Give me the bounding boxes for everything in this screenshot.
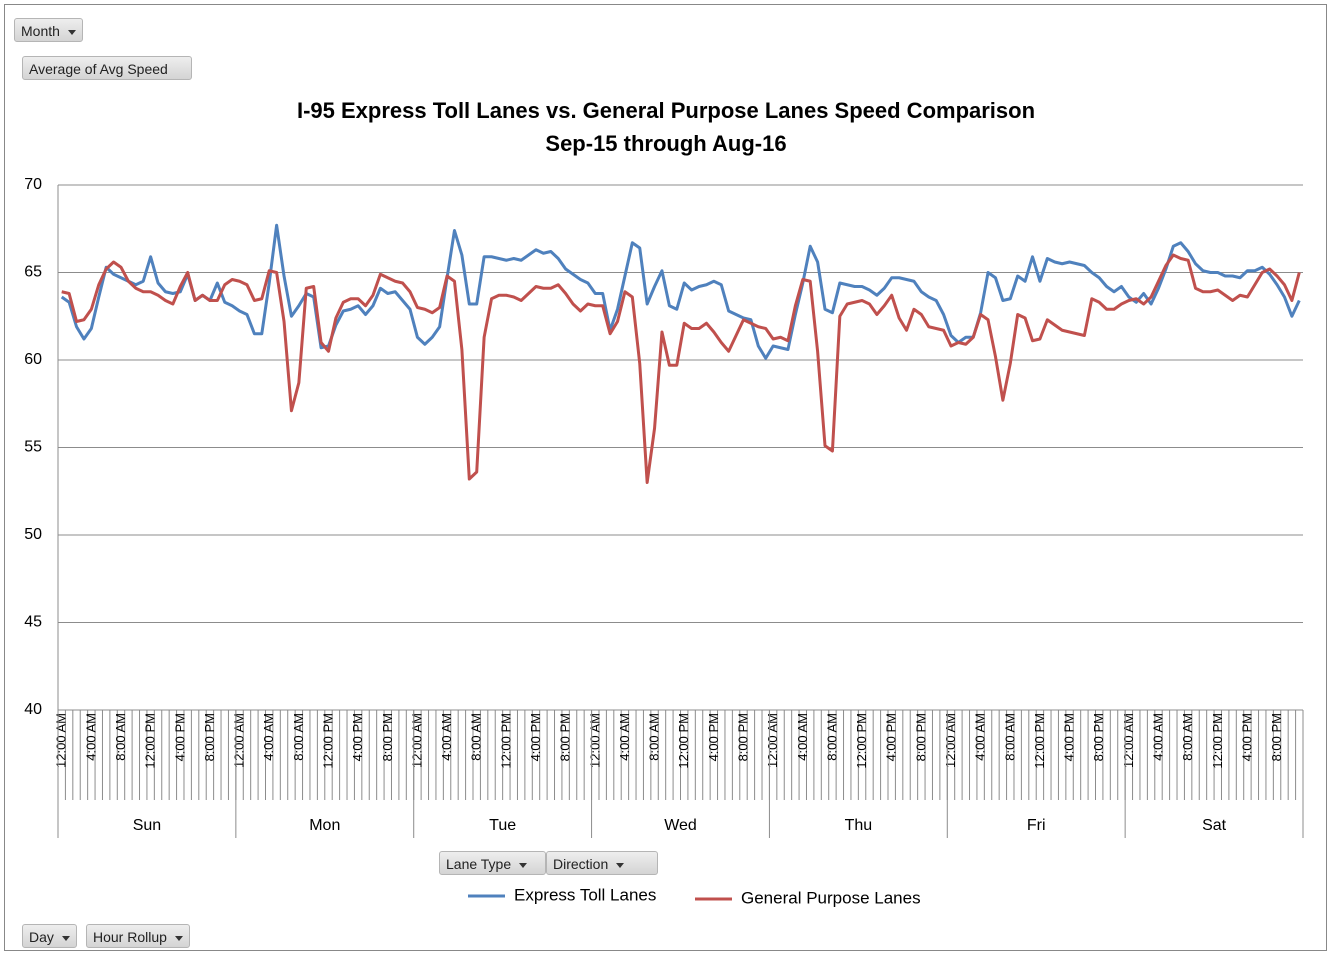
- x-tick-label: 4:00 AM: [973, 713, 988, 761]
- x-tick-label: 8:00 PM: [735, 713, 750, 761]
- x-tick-label: 8:00 AM: [113, 713, 128, 761]
- chart-title: I-95 Express Toll Lanes vs. General Purp…: [297, 98, 1035, 123]
- x-tick-label: 12:00 AM: [232, 713, 247, 768]
- chart-border: [4, 4, 1327, 951]
- legend-label: General Purpose Lanes: [741, 888, 921, 907]
- group-label: Mon: [309, 817, 340, 834]
- group-label: Thu: [845, 817, 873, 834]
- x-tick-label: 12:00 AM: [54, 713, 69, 768]
- x-tick-label: 12:00 PM: [498, 713, 513, 769]
- x-tick-label: 4:00 PM: [350, 713, 365, 761]
- axis-field-button[interactable]: Day: [22, 924, 77, 948]
- button-label: Average of Avg Speed: [29, 61, 168, 77]
- x-tick-label: 12:00 AM: [943, 713, 958, 768]
- group-label: Fri: [1027, 817, 1046, 834]
- x-tick-label: 4:00 AM: [439, 713, 454, 761]
- x-tick-label: 4:00 AM: [1150, 713, 1165, 761]
- x-tick-label: 4:00 AM: [795, 713, 810, 761]
- y-tick-label: 65: [24, 264, 42, 281]
- x-tick-label: 12:00 AM: [765, 713, 780, 768]
- x-tick-label: 8:00 AM: [291, 713, 306, 761]
- x-tick-label: 8:00 AM: [1180, 713, 1195, 761]
- x-tick-label: 4:00 PM: [1239, 713, 1254, 761]
- button-label: Hour Rollup: [93, 929, 167, 945]
- x-tick-label: 8:00 PM: [202, 713, 217, 761]
- x-tick-label: 12:00 AM: [587, 713, 602, 768]
- button-label: Day: [29, 929, 54, 945]
- x-tick-label: 8:00 PM: [1269, 713, 1284, 761]
- x-tick-label: 12:00 PM: [1032, 713, 1047, 769]
- legend-field-button[interactable]: Lane Type: [439, 851, 546, 875]
- x-tick-label: 12:00 PM: [143, 713, 158, 769]
- x-tick-label: 8:00 PM: [380, 713, 395, 761]
- x-tick-label: 12:00 AM: [409, 713, 424, 768]
- button-label: Month: [21, 23, 60, 39]
- x-tick-label: 4:00 PM: [528, 713, 543, 761]
- button-label: Direction: [553, 856, 609, 872]
- x-tick-label: 8:00 AM: [469, 713, 484, 761]
- axis-field-button[interactable]: Hour Rollup: [86, 924, 190, 948]
- x-tick-label: 8:00 AM: [1002, 713, 1017, 761]
- x-tick-label: 12:00 PM: [854, 713, 869, 769]
- x-tick-label: 8:00 AM: [824, 713, 839, 761]
- y-tick-label: 40: [24, 701, 42, 718]
- y-tick-label: 45: [24, 614, 42, 631]
- y-tick-label: 55: [24, 439, 42, 456]
- x-tick-label: 4:00 AM: [83, 713, 98, 761]
- x-tick-label: 4:00 PM: [1062, 713, 1077, 761]
- y-tick-label: 60: [24, 351, 42, 368]
- x-tick-label: 8:00 PM: [558, 713, 573, 761]
- x-tick-label: 12:00 PM: [320, 713, 335, 769]
- x-tick-label: 12:00 PM: [676, 713, 691, 769]
- x-tick-label: 12:00 PM: [1210, 713, 1225, 769]
- series-line: [61, 253, 1301, 484]
- group-label: Wed: [664, 817, 697, 834]
- legend-label: Express Toll Lanes: [514, 885, 656, 904]
- legend-field-button[interactable]: Direction: [546, 851, 658, 875]
- y-tick-label: 70: [24, 176, 42, 193]
- x-tick-label: 4:00 PM: [706, 713, 721, 761]
- button-label: Lane Type: [446, 856, 512, 872]
- group-label: Sat: [1202, 817, 1227, 834]
- x-tick-label: 4:00 AM: [261, 713, 276, 761]
- x-tick-label: 4:00 PM: [172, 713, 187, 761]
- x-tick-label: 4:00 PM: [884, 713, 899, 761]
- x-tick-label: 8:00 AM: [647, 713, 662, 761]
- x-tick-label: 8:00 PM: [913, 713, 928, 761]
- y-tick-label: 50: [24, 526, 42, 543]
- series-line: [60, 223, 1301, 360]
- chart-subtitle: Sep-15 through Aug-16: [545, 131, 786, 156]
- report-filter-button[interactable]: Month: [14, 18, 83, 42]
- x-tick-label: 12:00 AM: [1121, 713, 1136, 768]
- x-tick-label: 4:00 AM: [617, 713, 632, 761]
- group-label: Sun: [133, 817, 161, 834]
- x-tick-label: 8:00 PM: [1091, 713, 1106, 761]
- values-button[interactable]: Average of Avg Speed: [22, 56, 192, 80]
- group-label: Tue: [489, 817, 516, 834]
